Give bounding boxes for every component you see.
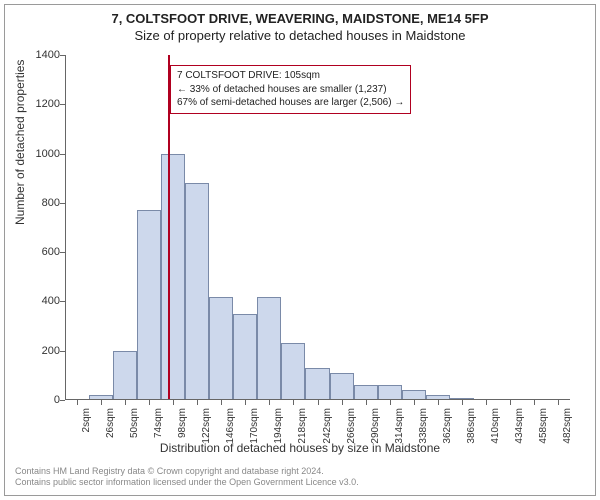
x-tick <box>197 400 198 405</box>
y-tick-label: 1400 <box>20 49 60 61</box>
y-tick-label: 200 <box>20 345 60 357</box>
histogram-bar <box>209 297 233 401</box>
y-tick <box>60 400 65 401</box>
histogram-bar <box>354 385 378 400</box>
y-tick-label: 600 <box>20 246 60 258</box>
footer-line-1: Contains HM Land Registry data © Crown c… <box>15 466 359 478</box>
x-tick <box>534 400 535 405</box>
y-tick-label: 1000 <box>20 148 60 160</box>
x-tick <box>125 400 126 405</box>
y-tick-label: 800 <box>20 197 60 209</box>
x-tick <box>77 400 78 405</box>
x-tick <box>414 400 415 405</box>
x-tick <box>269 400 270 405</box>
x-tick <box>342 400 343 405</box>
annotation-line-1: 7 COLTSFOOT DRIVE: 105sqm <box>177 69 404 83</box>
histogram-bar <box>330 373 354 400</box>
histogram-bar <box>113 351 137 400</box>
plot-area: 02004006008001000120014002sqm26sqm50sqm7… <box>65 55 570 400</box>
histogram-bar <box>257 297 281 401</box>
histogram-bar <box>137 210 161 400</box>
histogram-bar <box>305 368 329 400</box>
histogram-bar <box>281 343 305 400</box>
annotation-line-2: ← 33% of detached houses are smaller (1,… <box>177 83 404 97</box>
footer-attribution: Contains HM Land Registry data © Crown c… <box>15 466 359 489</box>
x-axis-line <box>65 399 570 400</box>
x-tick <box>293 400 294 405</box>
histogram-bar <box>378 385 402 400</box>
y-tick-label: 0 <box>20 394 60 406</box>
x-tick <box>510 400 511 405</box>
y-axis-line <box>65 55 66 400</box>
chart-container: 7, COLTSFOOT DRIVE, WEAVERING, MAIDSTONE… <box>4 4 596 496</box>
x-tick <box>149 400 150 405</box>
x-tick <box>221 400 222 405</box>
page-subtitle: Size of property relative to detached ho… <box>5 28 595 43</box>
x-tick <box>486 400 487 405</box>
x-tick <box>101 400 102 405</box>
page-title: 7, COLTSFOOT DRIVE, WEAVERING, MAIDSTONE… <box>5 11 595 26</box>
footer-line-2: Contains public sector information licen… <box>15 477 359 489</box>
x-tick <box>366 400 367 405</box>
histogram-bar <box>185 183 209 400</box>
x-tick <box>245 400 246 405</box>
x-tick <box>173 400 174 405</box>
x-tick <box>318 400 319 405</box>
annotation-line-3: 67% of semi-detached houses are larger (… <box>177 96 404 110</box>
annotation-box: 7 COLTSFOOT DRIVE: 105sqm ← 33% of detac… <box>170 65 411 114</box>
x-tick <box>462 400 463 405</box>
histogram-bar <box>161 154 185 400</box>
x-tick <box>390 400 391 405</box>
y-tick-label: 1200 <box>20 98 60 110</box>
x-axis-label: Distribution of detached houses by size … <box>5 441 595 455</box>
histogram-bar <box>233 314 257 400</box>
x-tick <box>558 400 559 405</box>
y-tick-label: 400 <box>20 295 60 307</box>
x-tick <box>438 400 439 405</box>
